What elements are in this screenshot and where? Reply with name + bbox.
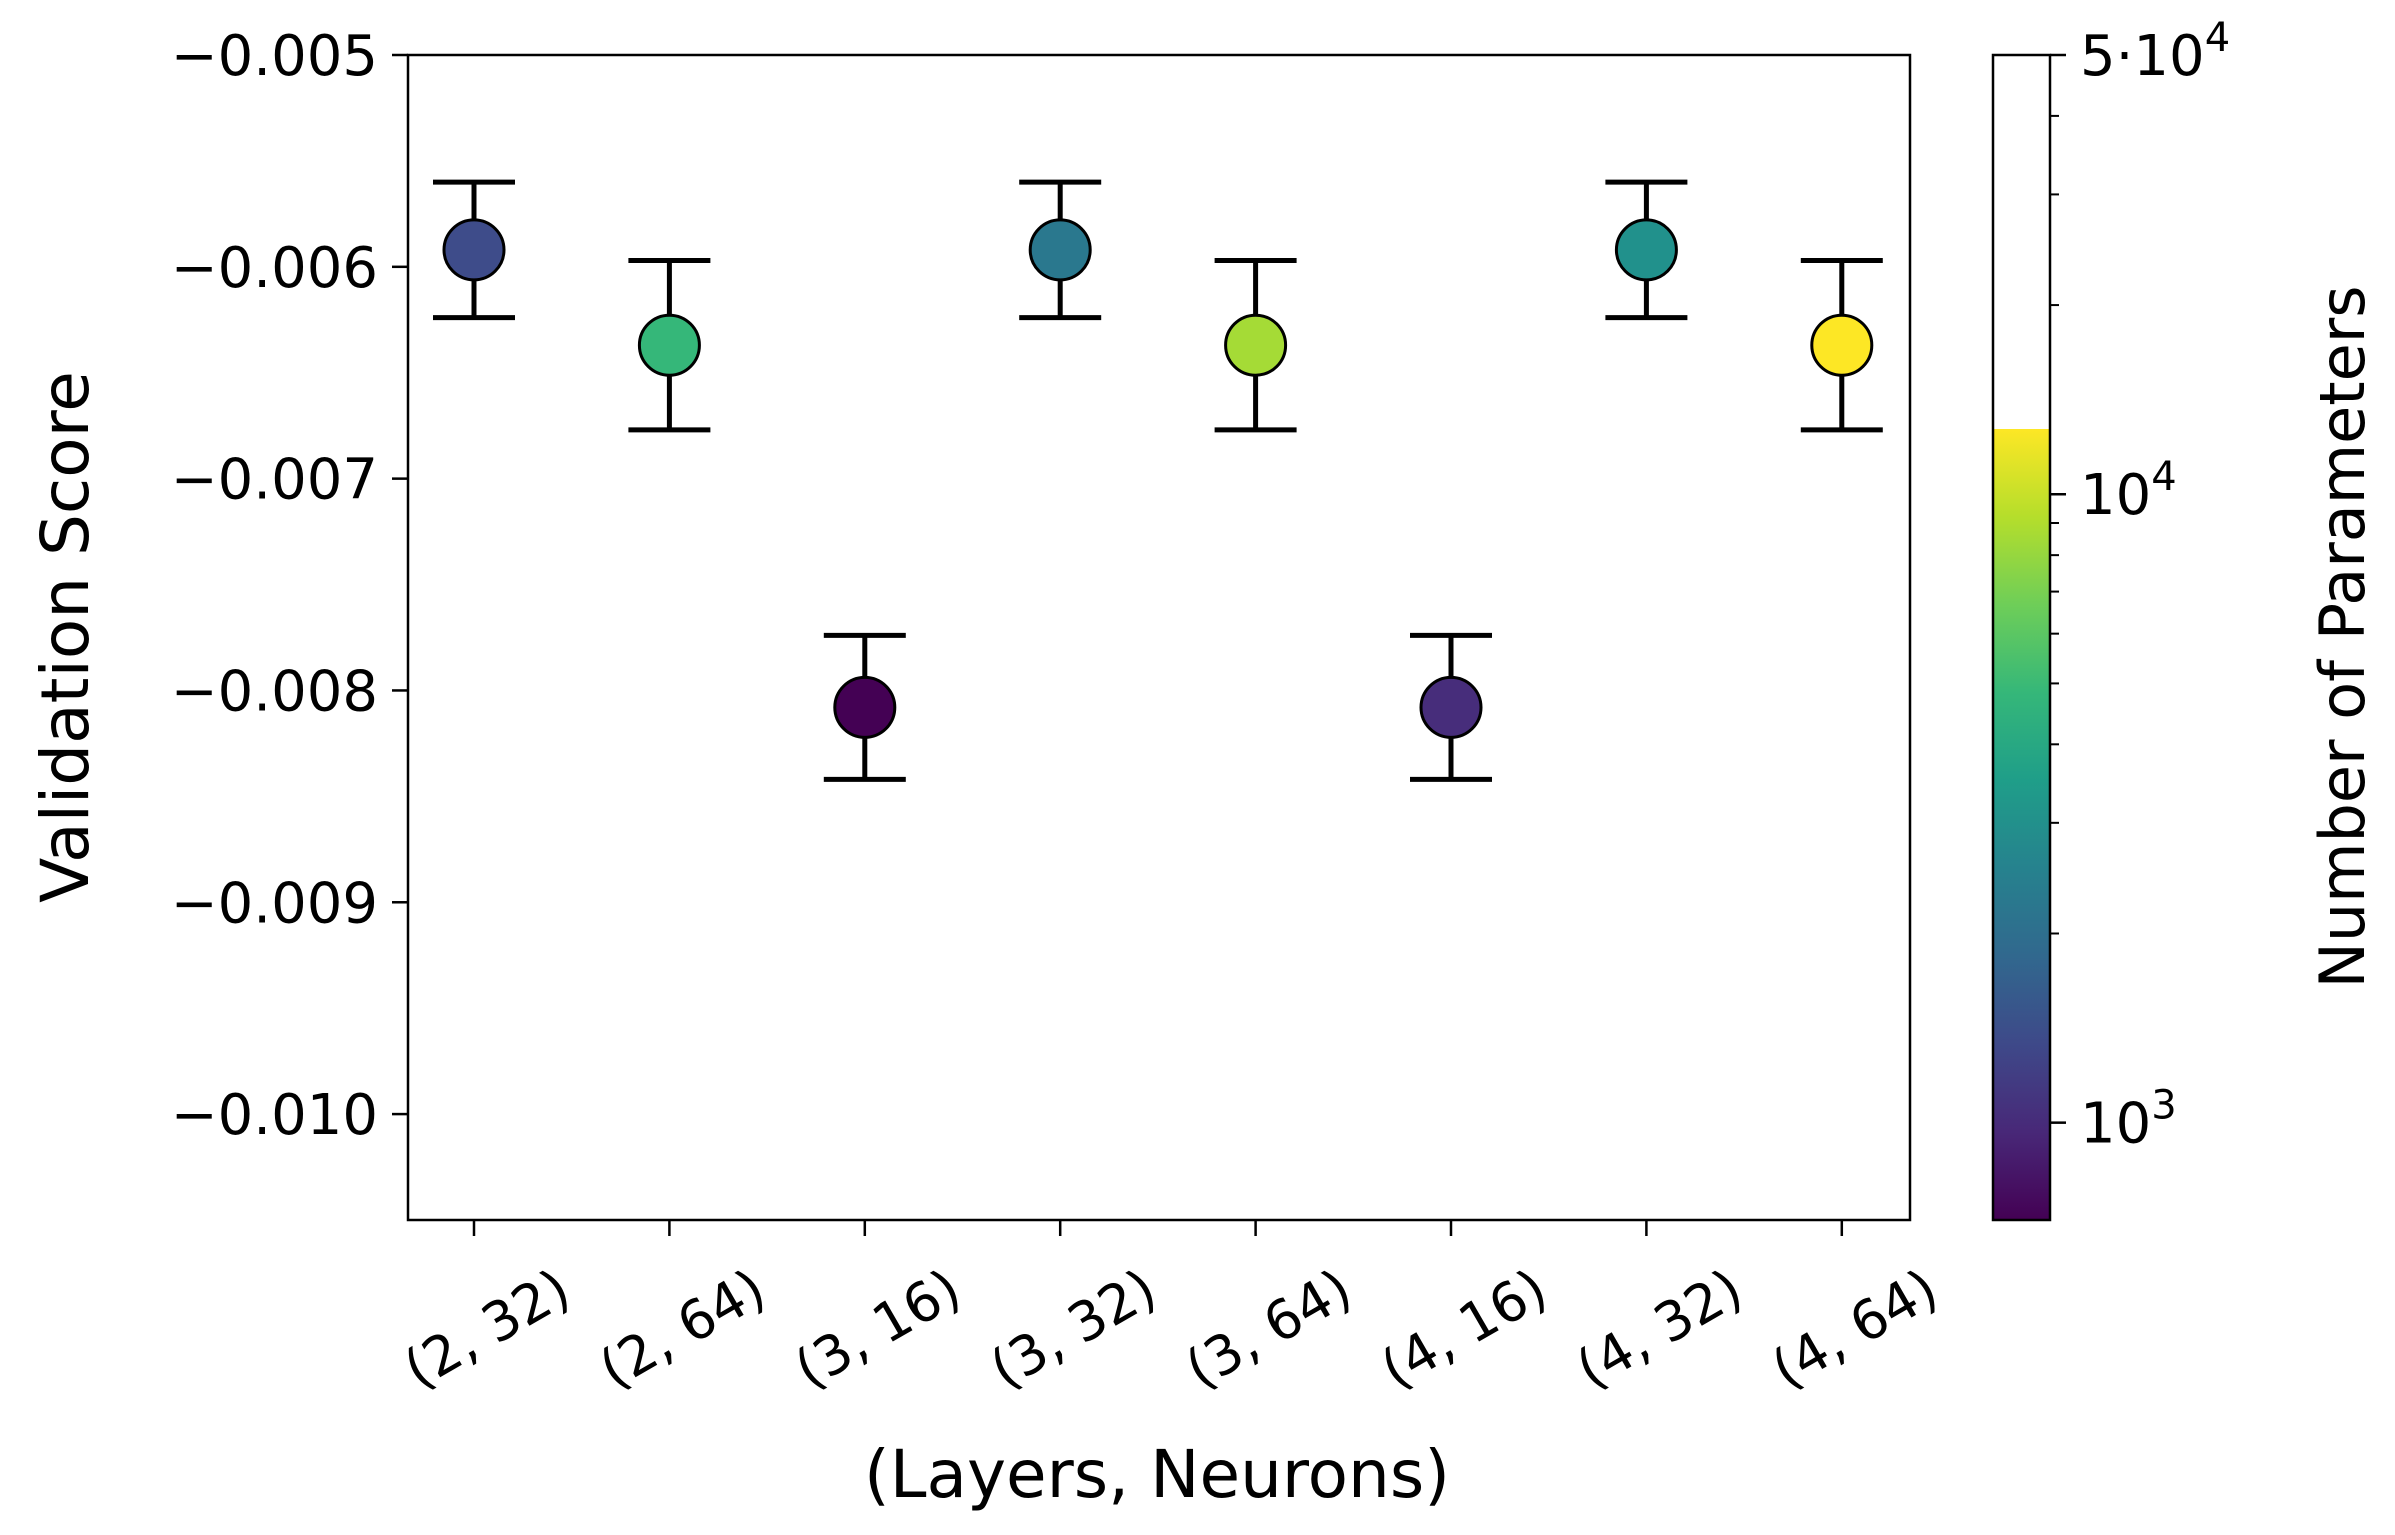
x-tick-label: (4, 32) [1566, 1257, 1753, 1401]
plot-area-frame [406, 53, 1912, 1222]
colorbar-label: Number of Parameters [2306, 285, 2379, 988]
data-point-marker [833, 675, 897, 739]
y-axis-label: Validation Score [27, 371, 104, 903]
data-point-marker [1614, 218, 1678, 282]
y-tick-label: −0.007 [171, 448, 378, 513]
x-axis: (2, 32) (2, 64) (3, 16) (3, 32) (3, 64) (4, 1… [394, 1220, 1948, 1401]
x-tick-label: (2, 64) [589, 1257, 776, 1401]
data-point-marker [1810, 313, 1874, 377]
colorbar-tick-label: 104 [2080, 454, 2177, 528]
x-tick-label: (3, 32) [980, 1257, 1167, 1401]
x-tick-label: (4, 16) [1371, 1257, 1558, 1401]
y-tick-label: −0.006 [171, 236, 378, 301]
x-tick-label: (4, 64) [1761, 1257, 1948, 1401]
colorbar-ticks: 103 104 5·104 [2050, 15, 2230, 1157]
data-point-marker [1224, 313, 1288, 377]
y-axis: −0.005 −0.006 −0.007 −0.008 −0.009 −0.010 [171, 24, 408, 1148]
data-point-marker [1419, 675, 1483, 739]
y-tick-label: −0.008 [171, 659, 378, 724]
data-point-marker [442, 218, 506, 282]
colorbar-tick-label: 103 [2080, 1083, 2177, 1157]
x-tick-label: (2, 32) [394, 1257, 581, 1401]
x-tick-label: (3, 16) [784, 1257, 971, 1401]
colorbar-gradient [1993, 429, 2050, 1220]
data-point-marker [1028, 218, 1092, 282]
colorbar: 103 104 5·104 Number of Parameters [1991, 15, 2379, 1222]
y-tick-label: −0.005 [171, 24, 378, 89]
colorbar-frame [1991, 53, 2052, 1222]
x-axis-label: (Layers, Neurons) [864, 1436, 1450, 1513]
colorbar-over-range [1993, 55, 2050, 430]
data-point-marker [637, 313, 701, 377]
x-tick-label: (3, 64) [1175, 1257, 1362, 1401]
y-tick-label: −0.009 [171, 871, 378, 936]
colorbar-tick-label: 5·104 [2080, 15, 2230, 89]
y-tick-label: −0.010 [171, 1083, 378, 1148]
data-points [442, 218, 1874, 739]
